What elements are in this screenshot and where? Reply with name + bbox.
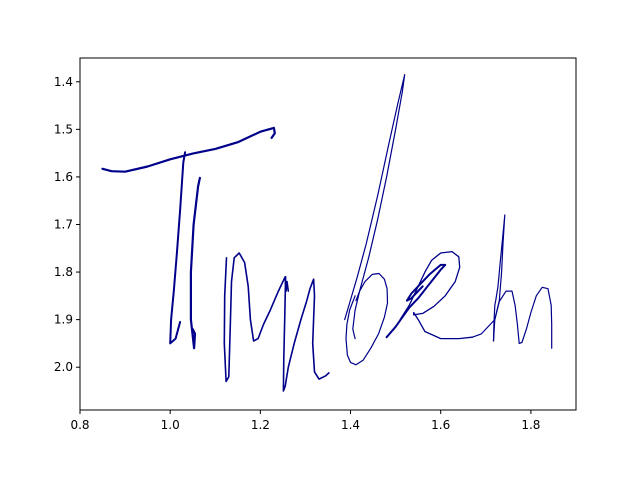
x-axis-ticks: 0.8 1.0 1.2 1.4 1.6 1.8	[70, 410, 540, 432]
y-tick-label: 1.5	[54, 122, 73, 136]
x-tick-label: 1.2	[251, 418, 270, 432]
x-tick-label: 1.6	[431, 418, 450, 432]
stroke-line-1	[101, 126, 276, 173]
plot-frame	[79, 57, 577, 411]
x-tick-label: 0.8	[70, 418, 89, 432]
x-tick-label: 1.4	[341, 418, 360, 432]
stroke-line-9	[399, 250, 473, 340]
x-tick-label: 1.0	[161, 418, 180, 432]
y-tick-label: 1.6	[54, 170, 73, 184]
stroke-line-7	[345, 272, 389, 366]
y-tick-label: 1.7	[54, 217, 73, 231]
y-tick-label: 2.0	[54, 360, 73, 374]
y-tick-label: 1.9	[54, 313, 73, 327]
stroke-line-5	[282, 275, 330, 392]
stroke-line-11	[492, 286, 553, 349]
y-axis-ticks: 1.4 1.5 1.6 1.7 1.8 1.9 2.0	[54, 75, 80, 374]
stroke-line-8	[385, 263, 447, 339]
y-tick-label: 1.8	[54, 265, 73, 279]
y-tick-label: 1.4	[54, 75, 73, 89]
stroke-line-3	[189, 176, 201, 350]
stroke-line-4	[223, 252, 290, 383]
stroke-line-2	[169, 151, 187, 345]
plot-marks	[101, 73, 553, 392]
x-tick-label: 1.8	[521, 418, 540, 432]
stroke-line-6	[344, 73, 406, 340]
